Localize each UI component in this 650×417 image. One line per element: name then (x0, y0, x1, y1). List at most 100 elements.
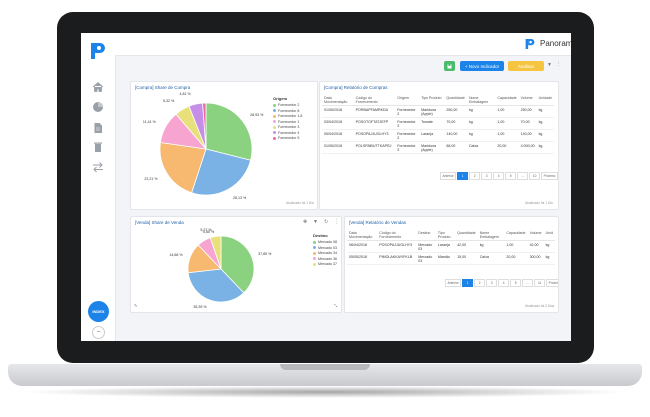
document-icon[interactable] (92, 122, 104, 134)
column-header[interactable]: Capacidade (504, 230, 528, 241)
page-button[interactable]: 2 (474, 279, 486, 287)
column-header[interactable]: Volume (527, 230, 544, 241)
page-button[interactable]: ... (522, 279, 534, 287)
table-cell: Mamão (435, 252, 456, 265)
table-cell: 03/04/2018 (322, 117, 354, 130)
page-button[interactable]: 1 (457, 172, 469, 180)
refresh-icon[interactable]: ↻ (324, 219, 329, 225)
page-button[interactable]: Anterior (445, 279, 462, 287)
index-button[interactable]: INDEX (88, 301, 109, 322)
legend-item[interactable]: Fornecedor 1.8 (273, 114, 302, 118)
table-cell: POSOTOFTATJEFP (353, 117, 396, 130)
column-header[interactable]: Código do Fornecimento (353, 95, 396, 106)
legend-item[interactable]: Fornecedor 4 (273, 131, 299, 135)
pie-slice[interactable] (187, 268, 245, 303)
pie-slice[interactable] (202, 102, 207, 150)
filter-icon[interactable]: ▼ (313, 219, 318, 225)
table-row[interactable]: 01/05/2018 PORBAPFAMRKDA Fornecedor 2 Marid… (322, 105, 554, 118)
edit-icon[interactable]: ✎ (134, 303, 138, 308)
table-cell: 140,00 (518, 129, 537, 142)
page-button[interactable]: ... (517, 172, 529, 180)
column-header[interactable]: Origem (395, 95, 420, 106)
page-button[interactable]: 3 (481, 172, 493, 180)
swap-icon[interactable] (92, 161, 104, 173)
column-header[interactable]: Capacidade (495, 95, 519, 106)
page-button[interactable]: 10 (529, 172, 541, 180)
table-row[interactable]: 05/05/2018 PIMOLAKKAYIFKLB Mercado 03 Mamão… (347, 252, 555, 265)
compras-table: Data Movimentação Código do Fornecimento O… (322, 95, 554, 154)
column-header[interactable]: Nome Embalagem (477, 230, 505, 241)
page-button[interactable]: 11 (534, 279, 546, 287)
table-cell: Caixa (466, 141, 496, 154)
trash-icon[interactable] (92, 141, 104, 153)
table-row[interactable]: 05/04/2018 POSOPAJJUGLHY3 Fornecedor 2 Lara… (322, 129, 554, 142)
page-button[interactable]: 5 (505, 172, 517, 180)
table-cell: POSOPAJJUGLHY3 (377, 240, 417, 253)
more-options-icon[interactable]: ⋮ (334, 219, 339, 225)
legend-item[interactable]: Fornecedor 3 (273, 125, 299, 129)
legend-item[interactable]: Mercado 36 (313, 257, 337, 261)
table-cell: 42,00 (527, 240, 544, 253)
column-header[interactable]: Unid (543, 230, 555, 241)
collapse-sidebar-button[interactable]: − (92, 326, 105, 339)
page-button[interactable]: Anterior (440, 172, 457, 180)
table-row[interactable]: 03/04/2018 POSOTOFTATJEFP Fornecedor 2 Toma… (322, 117, 554, 130)
legend-item[interactable]: Mercado 34 (313, 251, 337, 255)
legend-item[interactable]: Mercado 08 (313, 240, 337, 244)
page-button[interactable]: Próximo (546, 279, 558, 287)
column-header[interactable]: Volume (518, 95, 537, 106)
page-button[interactable]: 3 (486, 279, 498, 287)
filter-icon[interactable]: ▼ (547, 62, 552, 68)
more-options-icon[interactable]: ⋮ (556, 61, 561, 67)
table-cell: 1,00 (495, 129, 519, 142)
save-icon (447, 64, 452, 68)
column-header[interactable]: Código do Fornecimento (377, 230, 417, 241)
home-icon[interactable] (92, 81, 104, 93)
pie-slice[interactable] (159, 142, 207, 194)
column-header[interactable]: Tipo Produto (419, 95, 445, 106)
table-cell: kg (466, 117, 496, 130)
column-header[interactable]: Tipo Produto (435, 230, 456, 241)
table-cell: 250,00 (518, 105, 537, 118)
share-compra-pie-chart[interactable] (151, 94, 261, 204)
app-logo-icon[interactable] (90, 42, 106, 60)
page-button[interactable]: 4 (498, 279, 510, 287)
new-indicator-button[interactable]: + Novo Indicador (460, 61, 504, 71)
legend-swatch (273, 114, 276, 118)
table-cell: Fornecedor 2 (395, 141, 420, 154)
resize-handle-icon[interactable]: ⤡ (334, 303, 338, 308)
page-button[interactable]: 4 (493, 172, 505, 180)
column-header[interactable]: Destino (416, 230, 436, 241)
chart-pie-icon[interactable] (92, 101, 104, 113)
legend-item[interactable]: Fornecedor 8 (273, 109, 299, 113)
legend-item[interactable]: Fornecedor 2 (273, 103, 299, 107)
legend-item[interactable]: Fornecedor 5 (273, 136, 299, 140)
table-cell: kg (536, 117, 554, 130)
legend-item[interactable]: Mercado 37 (313, 262, 337, 266)
table-row[interactable]: 01/05/2018 POLSRNBUTTKAPRJ Fornecedor 2 Mar… (322, 141, 554, 154)
analyze-button[interactable]: Analisar (508, 61, 544, 71)
column-header[interactable]: Data Movimentação (347, 230, 378, 241)
pie-slice[interactable] (209, 235, 222, 270)
legend-item[interactable]: Mercado 03 (313, 246, 337, 250)
table-cell: 05/05/2018 (347, 252, 378, 265)
page-button[interactable]: 5 (510, 279, 522, 287)
column-header[interactable]: Nome Embalagem (466, 95, 496, 106)
move-icon[interactable]: ✥ (303, 219, 308, 225)
table-cell: PIMOLAKKAYIFKLB (377, 252, 417, 265)
column-header[interactable]: Quantidade (455, 230, 478, 241)
column-header[interactable]: Data Movimentação (322, 95, 354, 106)
share-venda-pie-chart[interactable] (181, 229, 261, 309)
legend-item[interactable]: Fornecedor 1 (273, 120, 299, 124)
table-row[interactable]: 06/04/2018 POSOPAJJUGLHY3 Mercado 03 Laranj… (347, 240, 555, 253)
column-header[interactable]: Unidade (536, 95, 554, 106)
pie-slice[interactable] (220, 235, 255, 294)
page-button[interactable]: 2 (469, 172, 481, 180)
pie-slice[interactable] (205, 102, 253, 161)
page-button[interactable]: Próximo (541, 172, 558, 180)
save-button[interactable] (444, 61, 455, 71)
column-header[interactable]: Quantidade (444, 95, 467, 106)
pie-slice[interactable] (191, 148, 252, 196)
table-cell: 1,00 (495, 105, 519, 118)
page-button[interactable]: 1 (462, 279, 474, 287)
